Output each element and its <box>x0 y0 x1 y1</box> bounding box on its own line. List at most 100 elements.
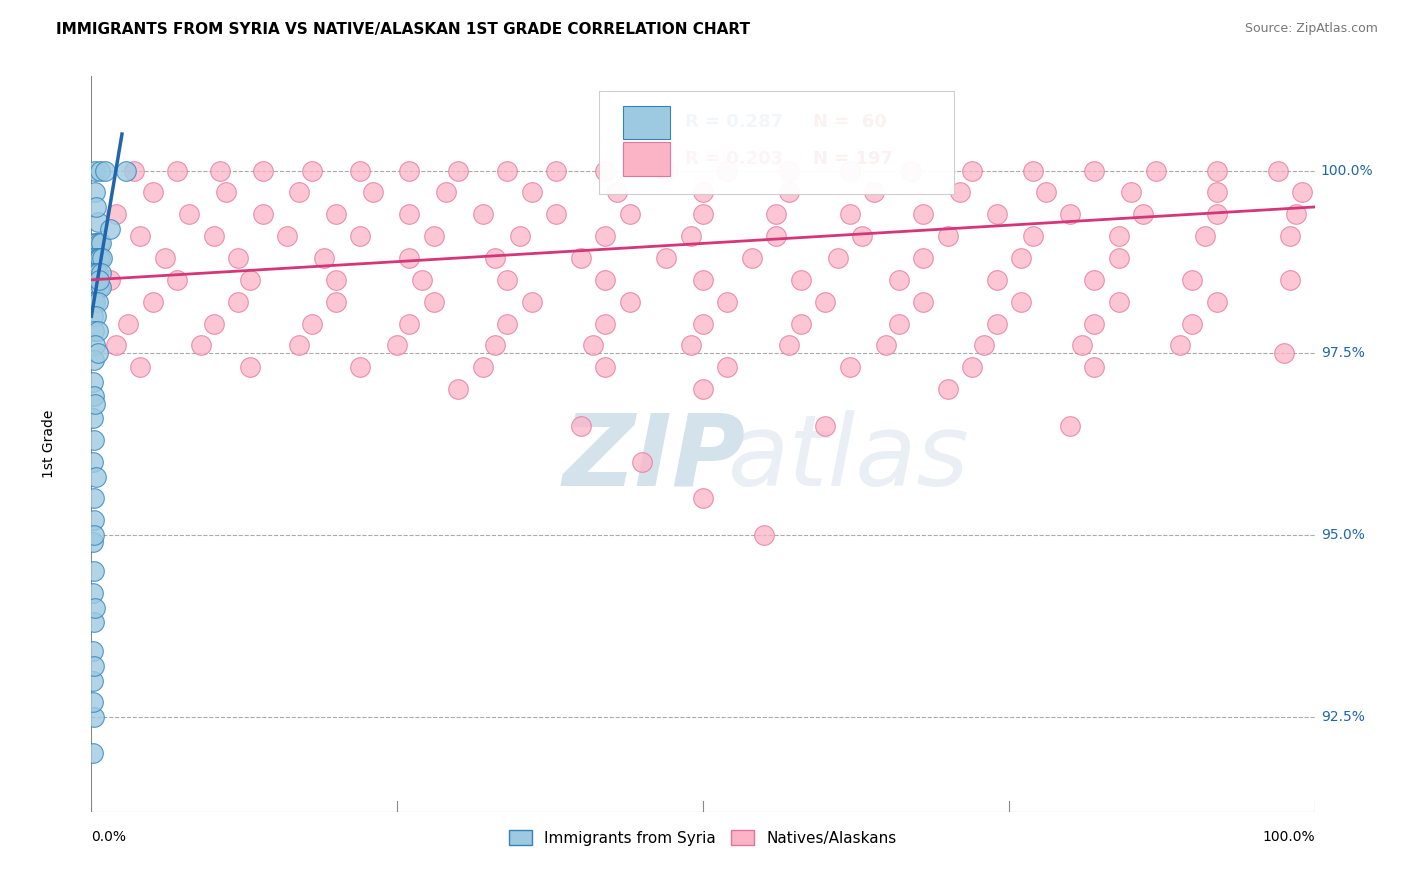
Point <box>82 266 104 280</box>
Text: N =  60: N = 60 <box>813 113 887 131</box>
Point <box>790 317 813 331</box>
Point <box>82 673 104 688</box>
Point <box>754 528 776 542</box>
Point <box>692 317 714 331</box>
Point <box>83 433 105 447</box>
Point <box>1194 229 1216 244</box>
Point <box>83 564 105 578</box>
Point <box>484 338 506 352</box>
Point <box>496 317 519 331</box>
Text: ZIP: ZIP <box>562 410 745 507</box>
Point <box>1010 251 1032 265</box>
Point <box>655 251 678 265</box>
Point <box>1083 317 1105 331</box>
Point <box>82 310 104 324</box>
Point <box>619 207 641 221</box>
Point <box>593 229 616 244</box>
Text: R = 0.203: R = 0.203 <box>685 150 783 168</box>
Point <box>423 294 446 309</box>
Point <box>349 163 371 178</box>
Point <box>546 207 568 221</box>
Point <box>122 163 145 178</box>
Point <box>1144 163 1167 178</box>
Point <box>398 251 420 265</box>
Point <box>520 294 543 309</box>
Point <box>301 163 323 178</box>
Point <box>1205 163 1227 178</box>
Point <box>83 491 105 506</box>
Text: 0.0%: 0.0% <box>91 830 127 844</box>
Point <box>104 207 127 221</box>
Point <box>606 186 628 200</box>
Point <box>655 163 678 178</box>
Point <box>252 207 274 221</box>
Point <box>716 360 738 375</box>
Point <box>1291 186 1313 200</box>
Point <box>1022 163 1045 178</box>
Point <box>434 186 457 200</box>
Point <box>202 317 225 331</box>
Point <box>827 251 849 265</box>
Point <box>471 360 494 375</box>
Point <box>692 207 714 221</box>
Point <box>239 273 262 287</box>
Text: 100.0%: 100.0% <box>1320 163 1374 178</box>
Point <box>569 418 592 433</box>
Point <box>900 163 922 178</box>
Text: IMMIGRANTS FROM SYRIA VS NATIVE/ALASKAN 1ST GRADE CORRELATION CHART: IMMIGRANTS FROM SYRIA VS NATIVE/ALASKAN … <box>56 22 751 37</box>
Point <box>325 294 347 309</box>
Point <box>593 360 616 375</box>
Point <box>887 273 910 287</box>
Point <box>301 317 323 331</box>
Point <box>1272 345 1295 359</box>
Point <box>179 207 201 221</box>
Point <box>153 251 176 265</box>
Point <box>86 324 108 338</box>
Point <box>82 455 104 469</box>
Point <box>1083 360 1105 375</box>
Point <box>1022 229 1045 244</box>
Point <box>411 273 433 287</box>
Point <box>86 345 108 359</box>
Point <box>252 163 274 178</box>
Point <box>385 338 409 352</box>
Point <box>83 659 105 673</box>
Point <box>936 382 959 396</box>
Point <box>936 229 959 244</box>
Point <box>84 310 107 324</box>
Text: 1st Grade: 1st Grade <box>42 409 56 478</box>
Point <box>619 294 641 309</box>
Point <box>1035 186 1057 200</box>
Point <box>1205 186 1227 200</box>
Point <box>1071 338 1094 352</box>
Point <box>84 397 107 411</box>
Point <box>582 338 605 352</box>
Point <box>1059 207 1081 221</box>
Point <box>814 418 837 433</box>
Point <box>1083 163 1105 178</box>
Point <box>593 163 616 178</box>
Point <box>84 200 107 214</box>
Point <box>912 294 935 309</box>
Point <box>83 710 105 724</box>
Point <box>89 251 111 265</box>
Point <box>325 207 347 221</box>
Point <box>87 273 110 287</box>
Point <box>986 273 1008 287</box>
Point <box>89 163 111 178</box>
Point <box>141 186 163 200</box>
Point <box>912 207 935 221</box>
Point <box>82 644 104 658</box>
Point <box>84 280 107 294</box>
Point <box>83 236 105 251</box>
Point <box>838 207 860 221</box>
Point <box>349 360 371 375</box>
Point <box>398 163 420 178</box>
Point <box>569 251 592 265</box>
Point <box>129 229 152 244</box>
Point <box>83 353 105 368</box>
Text: R = 0.287: R = 0.287 <box>685 113 783 131</box>
Point <box>838 163 860 178</box>
Point <box>1205 207 1227 221</box>
Point <box>83 528 105 542</box>
